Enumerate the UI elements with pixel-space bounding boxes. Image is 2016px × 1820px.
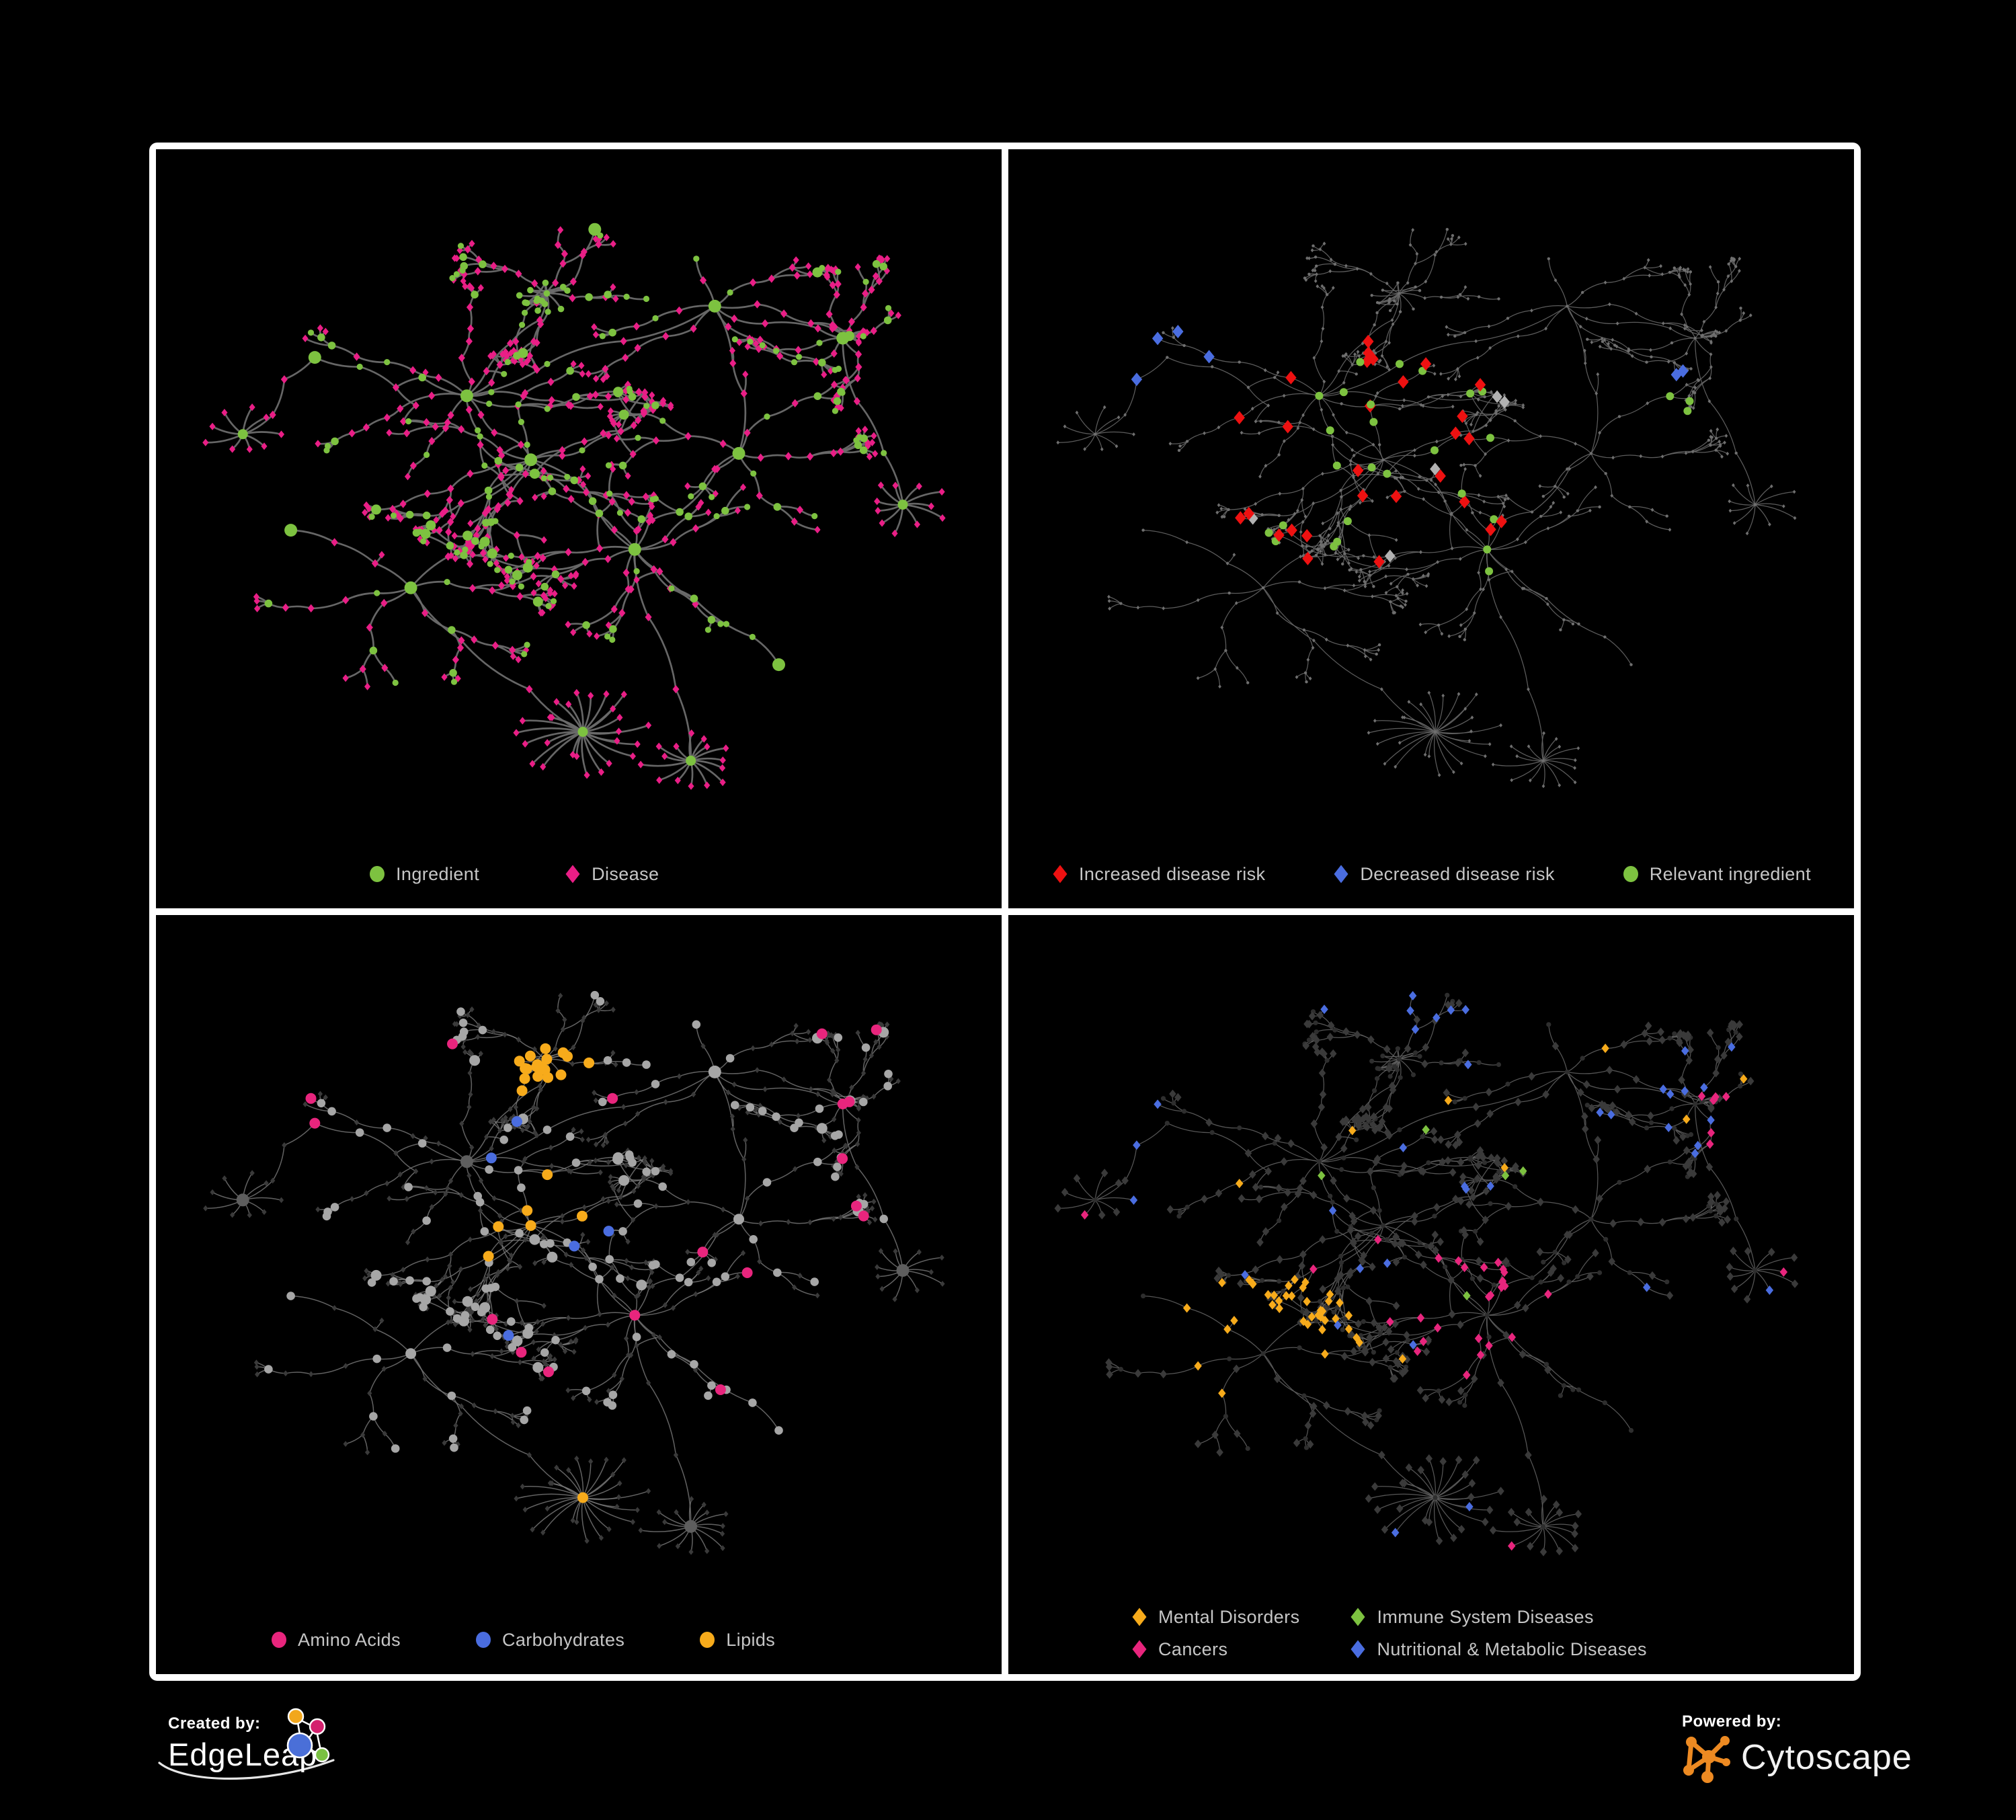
legend-marker-circle-icon	[272, 1632, 286, 1648]
legend-label: Carbohydrates	[501, 1629, 625, 1650]
legend-item: Increased disease risk	[1051, 864, 1265, 884]
legend-item: Mental Disorders	[1131, 1607, 1299, 1627]
legend-marker-circle-icon	[1623, 866, 1638, 882]
network-disease-classes	[1054, 991, 1799, 1556]
legend-marker-diamond-icon	[1350, 1608, 1365, 1626]
network-ingredient-disease	[202, 223, 946, 790]
legend-label: Disease	[592, 863, 659, 884]
legend-label: Mental Disorders	[1158, 1606, 1300, 1627]
edgeleap-swoosh	[158, 1759, 335, 1780]
panel-ingredient-disease: Ingredient Disease	[156, 149, 1002, 908]
legend-label: Decreased disease risk	[1360, 863, 1555, 884]
legend-marker-diamond-icon	[1334, 865, 1348, 883]
legend-ingredient-disease: Ingredient Disease	[156, 864, 1002, 884]
powered-by-label: Powered by:	[1682, 1712, 1782, 1731]
legend-marker-diamond-icon	[1053, 865, 1067, 883]
legend-label: Nutritional & Metabolic Diseases	[1377, 1638, 1647, 1659]
cytoscape-logo-icon	[1683, 1736, 1730, 1783]
legend-label: Ingredient	[396, 863, 480, 884]
legend-marker-circle-icon	[700, 1632, 715, 1648]
legend-label: Immune System Diseases	[1377, 1606, 1594, 1627]
legend-item: Carbohydrates	[475, 1630, 624, 1650]
legend-item: Relevant ingredient	[1622, 864, 1811, 884]
legend-marker-diamond-icon	[1350, 1640, 1365, 1659]
powered-by-block: Powered by: Cytoscape	[1682, 1712, 1991, 1807]
legend-label: Amino Acids	[298, 1629, 401, 1650]
legend-item: Immune System Diseases	[1349, 1607, 1646, 1627]
legend-macronutrient-classes: Amino Acids Carbohydrates Lipids	[156, 1630, 1002, 1650]
legend-item: Amino Acids	[270, 1630, 401, 1650]
legend-marker-diamond-icon	[1132, 1640, 1147, 1659]
legend-disease-classes: Mental Disorders Immune System Diseases Ca…	[1131, 1607, 1647, 1659]
legend-label: Cancers	[1158, 1638, 1228, 1659]
legend-marker-circle-icon	[370, 866, 385, 882]
legend-marker-circle-icon	[475, 1632, 491, 1648]
legend-label: Increased disease risk	[1079, 863, 1266, 884]
panel-grid: Ingredient Disease Increased disease risk…	[149, 143, 1861, 1681]
legend-marker-diamond-icon	[1132, 1608, 1147, 1626]
panel-disease-classes: Mental Disorders Immune System Diseases Ca…	[1008, 915, 1854, 1674]
legend-item: Ingredient	[368, 864, 479, 884]
network-macronutrient-classes	[203, 990, 945, 1555]
legend-label: Lipids	[726, 1629, 776, 1650]
cytoscape-brand-text: Cytoscape	[1741, 1738, 1912, 1777]
legend-item: Decreased disease risk	[1332, 864, 1554, 884]
legend-item: Nutritional & Metabolic Diseases	[1349, 1638, 1647, 1659]
legend-item: Disease	[564, 864, 659, 884]
legend-marker-diamond-icon	[565, 865, 580, 883]
legend-item: Cancers	[1131, 1639, 1299, 1659]
legend-disease-risk: Increased disease risk Decreased disease …	[1008, 864, 1854, 884]
legend-item: Lipids	[698, 1630, 775, 1650]
edgeleap-logo-icon	[286, 1708, 330, 1763]
created-by-block: Created by: EdgeLeap	[158, 1708, 504, 1809]
panel-disease-risk: Increased disease risk Decreased disease …	[1008, 149, 1854, 908]
legend-label: Relevant ingredient	[1649, 863, 1811, 884]
network-disease-risk	[1056, 228, 1797, 789]
created-by-label: Created by:	[168, 1714, 261, 1733]
panel-macronutrient-classes: Amino Acids Carbohydrates Lipids	[156, 915, 1002, 1674]
